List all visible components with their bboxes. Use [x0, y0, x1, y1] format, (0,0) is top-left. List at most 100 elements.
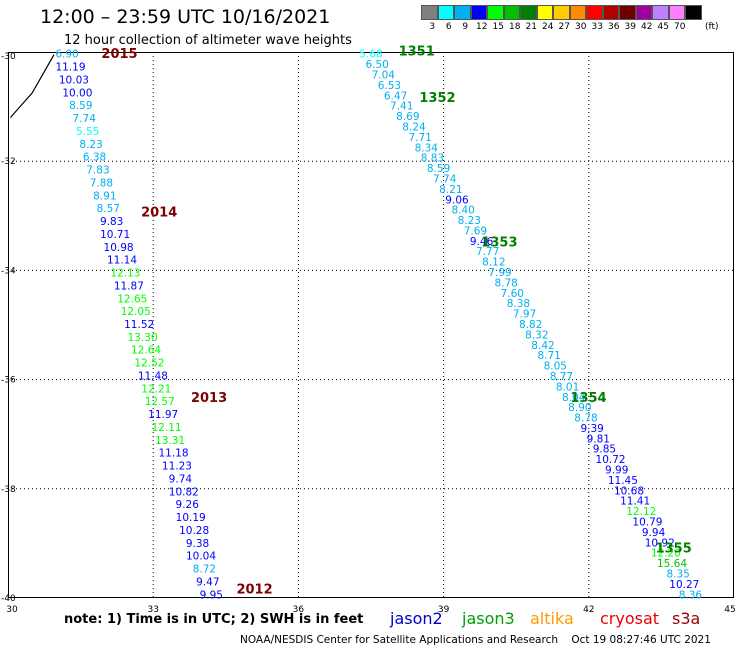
- wave-height-value: 12.12: [626, 506, 656, 518]
- x-tick-label: 39: [438, 605, 450, 615]
- wave-height-value: 7.83: [86, 165, 109, 177]
- wave-height-value: 7.88: [90, 177, 113, 189]
- wave-height-value: 7.41: [390, 101, 413, 113]
- pass-time-label: 1353: [481, 236, 517, 251]
- wave-height-value: 7.74: [73, 113, 97, 125]
- wave-height-value: 10.98: [104, 242, 134, 254]
- legend-swatch: [685, 5, 702, 20]
- wave-height-value: 8.24: [402, 121, 426, 133]
- wave-height-value: 8.69: [396, 111, 419, 123]
- wave-height-value: 7.69: [464, 225, 487, 237]
- wave-height-value: 13.30: [128, 332, 158, 344]
- wave-height-value: 9.83: [100, 216, 123, 228]
- mission-cryosat: cryosat: [600, 609, 660, 628]
- wave-height-value: 12.13: [110, 268, 140, 280]
- wave-height-value: 8.05: [544, 361, 567, 373]
- wave-height-value: 10.27: [669, 579, 699, 591]
- wave-height-value: 7.74: [433, 173, 457, 185]
- wave-height-value: 8.34: [415, 142, 439, 154]
- x-tick-label: 42: [583, 605, 594, 615]
- legend-swatch: [470, 5, 487, 20]
- wave-height-value: 10.68: [614, 485, 644, 497]
- legend-swatch: [487, 5, 504, 20]
- wave-height-value: 10.79: [632, 517, 662, 529]
- wave-height-value: 11.23: [162, 461, 192, 473]
- legend-label: 36: [608, 22, 620, 32]
- wave-height-value: 8.77: [550, 371, 573, 383]
- wave-height-value: 8.78: [494, 277, 517, 289]
- mission-jason3: jason3: [462, 609, 515, 628]
- y-tick-label: -34: [1, 266, 16, 276]
- legend-label: 70: [674, 22, 686, 32]
- wave-height-value: 6.38: [83, 152, 106, 164]
- mission-s3a: s3a: [672, 609, 701, 628]
- wave-height-value: 9.74: [169, 473, 193, 485]
- mission-altika: altika: [530, 609, 574, 628]
- x-tick-label: 36: [293, 605, 305, 615]
- wave-height-value: 11.14: [107, 255, 137, 267]
- wave-height-value: 8.78: [574, 413, 597, 425]
- pass-time-label: 1355: [656, 541, 692, 556]
- legend-swatch: [569, 5, 586, 20]
- wave-height-value: 9.81: [587, 433, 610, 445]
- wave-height-value: 9.47: [196, 576, 219, 588]
- wave-height-value: 10.92: [645, 537, 675, 549]
- legend-label: 24: [542, 22, 554, 32]
- wave-height-value: 8.40: [451, 205, 474, 217]
- wave-height-value: 9.46: [470, 236, 494, 248]
- wave-height-value: 8.35: [666, 568, 689, 580]
- wave-height-value: 7.97: [513, 309, 536, 321]
- coastline: [9, 54, 55, 118]
- x-tick-label: 45: [724, 605, 735, 615]
- wave-height-value: 8.21: [439, 184, 462, 196]
- pass-time-label: 2015: [101, 47, 137, 62]
- wave-height-value: 11.87: [114, 280, 144, 292]
- legend-label: 15: [492, 22, 504, 32]
- wave-height-value: 10.28: [179, 525, 209, 537]
- wave-height-value: 8.38: [507, 298, 530, 310]
- legend-label: 18: [509, 22, 521, 32]
- wave-height-value: 7.77: [476, 246, 499, 258]
- x-tick-label: 30: [6, 605, 18, 615]
- wave-height-value: 12.65: [117, 293, 147, 305]
- legend-swatch: [454, 5, 471, 20]
- wave-height-value: 8.12: [482, 257, 505, 269]
- legend-swatch: [586, 5, 603, 20]
- wave-height-value: 8.59: [427, 163, 450, 175]
- wave-height-value: 5.55: [76, 126, 99, 138]
- legend-label: 30: [575, 22, 587, 32]
- wave-height-value: 7.99: [488, 267, 511, 279]
- wave-height-value: 7.71: [408, 132, 431, 144]
- legend-swatch: [553, 5, 570, 20]
- wave-height-value: 11.19: [55, 62, 85, 74]
- legend-label: 33: [591, 22, 603, 32]
- wave-height-value: 5.68: [359, 49, 382, 61]
- wave-height-value: 11.45: [608, 475, 638, 487]
- wave-height-value: 12.64: [131, 345, 161, 357]
- color-legend: [421, 5, 702, 20]
- legend-swatch: [503, 5, 520, 20]
- wave-height-value: 10.03: [59, 74, 89, 86]
- wave-height-value: 8.72: [193, 564, 216, 576]
- pass-time-label: 2014: [141, 206, 177, 221]
- wave-height-value: 10.72: [596, 454, 626, 466]
- legend-swatch: [635, 5, 652, 20]
- legend-swatch: [652, 5, 669, 20]
- x-tick-label: 33: [147, 605, 158, 615]
- wave-height-value: 10.19: [176, 512, 206, 524]
- wave-height-value: 8.91: [93, 190, 116, 202]
- wave-height-value: 10.82: [169, 486, 199, 498]
- wave-height-value: 11.41: [620, 496, 650, 508]
- legend-label: 45: [657, 22, 669, 32]
- legend-label: 21: [525, 22, 537, 32]
- wave-height-value: 9.94: [642, 527, 666, 539]
- wave-height-value: 8.42: [531, 340, 554, 352]
- footer-source: NOAA/NESDIS Center for Satellite Applica…: [240, 634, 558, 646]
- wave-height-value: 13.31: [155, 435, 185, 447]
- y-tick-label: -32: [1, 157, 16, 167]
- map-subtitle: 12 hour collection of altimeter wave hei…: [64, 33, 352, 48]
- wave-height-value: 9.26: [176, 499, 200, 511]
- wave-height-value: 8.57: [97, 203, 120, 215]
